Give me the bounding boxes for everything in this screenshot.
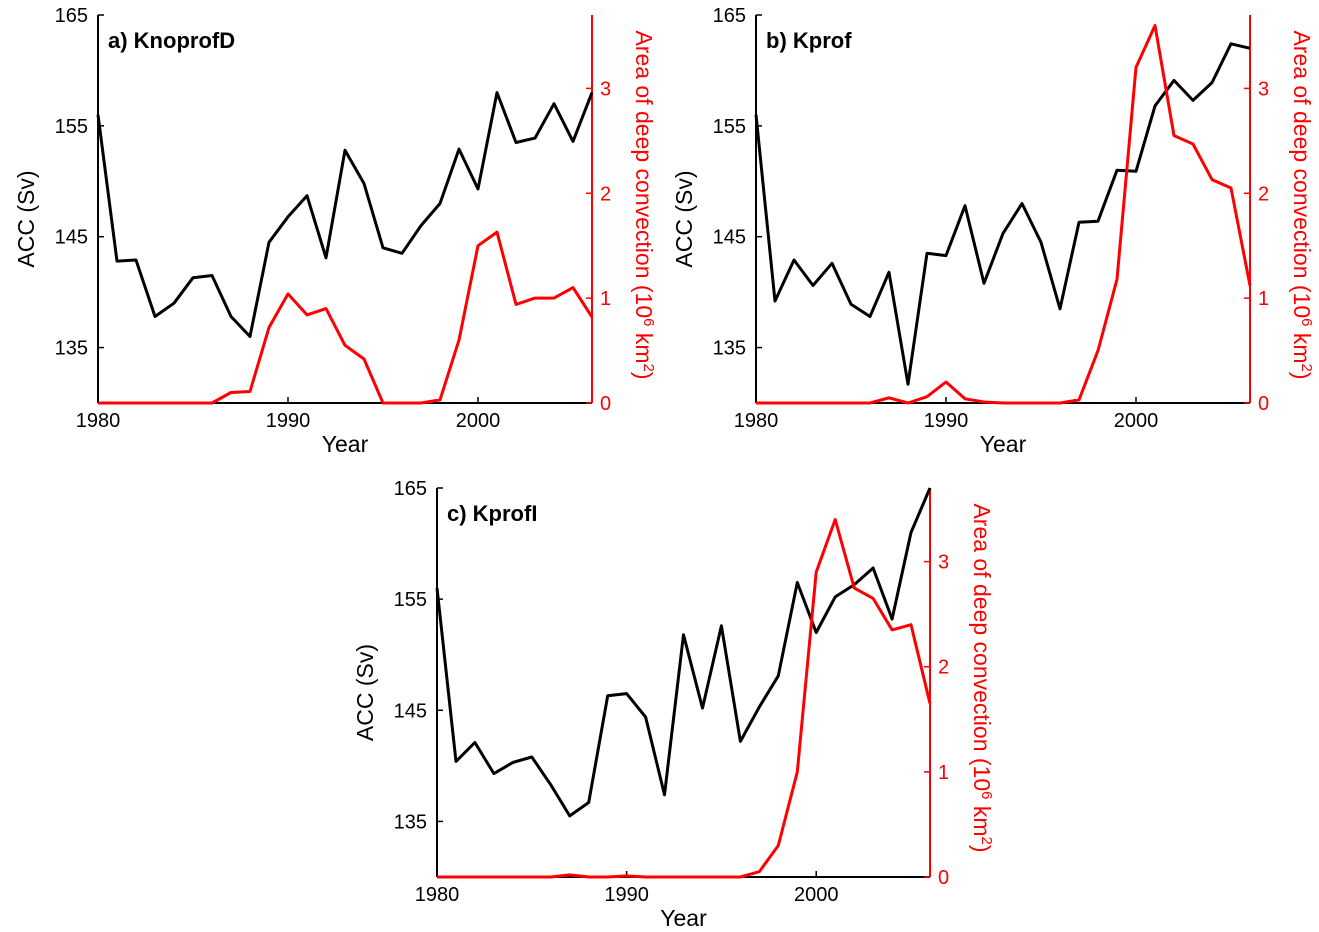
y-right-axis-label-part: 2 bbox=[978, 837, 995, 845]
x-tick-label: 1990 bbox=[924, 410, 969, 432]
x-tick-label: 1980 bbox=[734, 410, 779, 432]
y-right-tick-label: 1 bbox=[600, 288, 611, 310]
y-right-tick-label: 3 bbox=[1258, 78, 1269, 100]
y-tick-label: 135 bbox=[713, 338, 746, 360]
y-right-axis-label-part: ) bbox=[631, 372, 657, 380]
y-tick-label: 135 bbox=[55, 338, 88, 360]
y-right-axis-label-part: 2 bbox=[640, 364, 657, 372]
x-tick-label: 1980 bbox=[415, 884, 460, 906]
y-right-tick-label: 0 bbox=[938, 867, 949, 889]
y-right-tick-label: 1 bbox=[1258, 288, 1269, 310]
x-axis-label: Year bbox=[322, 431, 369, 457]
y-right-tick-label: 2 bbox=[1258, 183, 1269, 205]
y-tick-label: 135 bbox=[394, 811, 427, 833]
y-right-axis-label-part: 6 bbox=[978, 791, 995, 799]
y-tick-label: 155 bbox=[713, 116, 746, 138]
x-tick-label: 2000 bbox=[456, 410, 501, 432]
y-right-axis-label-part: Area of deep convection (10 bbox=[969, 503, 995, 791]
y-right-axis-label-part: km bbox=[1289, 326, 1315, 363]
acc-line bbox=[754, 42, 1251, 386]
convection-area-line bbox=[756, 24, 1252, 405]
y-right-axis-label: Area of deep convection (106 km2) bbox=[969, 503, 995, 852]
y-right-tick-label: 3 bbox=[938, 552, 949, 574]
y-tick-label: 145 bbox=[55, 227, 88, 249]
panel-title: a) KnoprofD bbox=[108, 28, 235, 53]
y-right-axis-label-part: ) bbox=[969, 845, 995, 853]
y-right-axis-label-part: km bbox=[631, 326, 657, 363]
y-tick-label: 155 bbox=[55, 116, 88, 138]
y-tick-label: 145 bbox=[394, 700, 427, 722]
convection-area-line bbox=[437, 518, 932, 879]
y-tick-label: 155 bbox=[394, 589, 427, 611]
x-tick-label: 1990 bbox=[266, 410, 311, 432]
y-tick-label: 145 bbox=[713, 227, 746, 249]
y-right-axis-label-part: Area of deep convection (10 bbox=[1289, 30, 1315, 318]
y-right-axis-label-part: 2 bbox=[1298, 364, 1315, 372]
x-axis-label: Year bbox=[980, 431, 1027, 457]
y-right-axis-label-part: 6 bbox=[1298, 318, 1315, 326]
y-axis-label: ACC (Sv) bbox=[671, 170, 697, 267]
x-tick-label: 2000 bbox=[794, 884, 839, 906]
chart-panel-1: 1980 1990 2000 135 145 155 165 0 1 2 3 a) KnoprofD Y… bbox=[13, 5, 657, 457]
y-tick-label: 165 bbox=[394, 478, 427, 500]
y-right-axis-label: Area of deep convection (106 km2) bbox=[631, 30, 657, 379]
chart-panel-2: 1980 1990 2000 135 145 155 165 0 1 2 3 b) Kprof Year… bbox=[671, 5, 1315, 457]
y-right-axis-label-part: 6 bbox=[640, 318, 657, 326]
convection-area-line bbox=[98, 230, 594, 405]
y-right-axis-label: Area of deep convection (106 km2) bbox=[1289, 30, 1315, 379]
chart-panel-3: 1980 1990 2000 135 145 155 165 0 1 2 3 c) KprofI Yea… bbox=[352, 478, 995, 931]
x-tick-label: 2000 bbox=[1114, 410, 1159, 432]
y-tick-label: 165 bbox=[713, 5, 746, 27]
y-right-axis-label-part: Area of deep convection (10 bbox=[631, 30, 657, 318]
y-right-tick-label: 2 bbox=[938, 657, 949, 679]
y-right-tick-label: 0 bbox=[1258, 393, 1269, 415]
y-axis-label: ACC (Sv) bbox=[352, 644, 378, 741]
x-axis-label: Year bbox=[660, 905, 707, 931]
y-right-tick-label: 2 bbox=[600, 183, 611, 205]
acc-line bbox=[435, 487, 932, 818]
x-tick-label: 1980 bbox=[76, 410, 121, 432]
y-axis-label: ACC (Sv) bbox=[13, 170, 39, 267]
panel-title: c) KprofI bbox=[447, 501, 537, 526]
x-tick-label: 1990 bbox=[604, 884, 649, 906]
acc-line bbox=[96, 91, 594, 338]
y-right-tick-label: 3 bbox=[600, 78, 611, 100]
y-right-axis-label-part: ) bbox=[1289, 372, 1315, 380]
y-tick-label: 165 bbox=[55, 5, 88, 27]
y-right-tick-label: 1 bbox=[938, 762, 949, 784]
panel-title: b) Kprof bbox=[766, 28, 852, 53]
y-right-tick-label: 0 bbox=[600, 393, 611, 415]
y-right-axis-label-part: km bbox=[969, 799, 995, 836]
